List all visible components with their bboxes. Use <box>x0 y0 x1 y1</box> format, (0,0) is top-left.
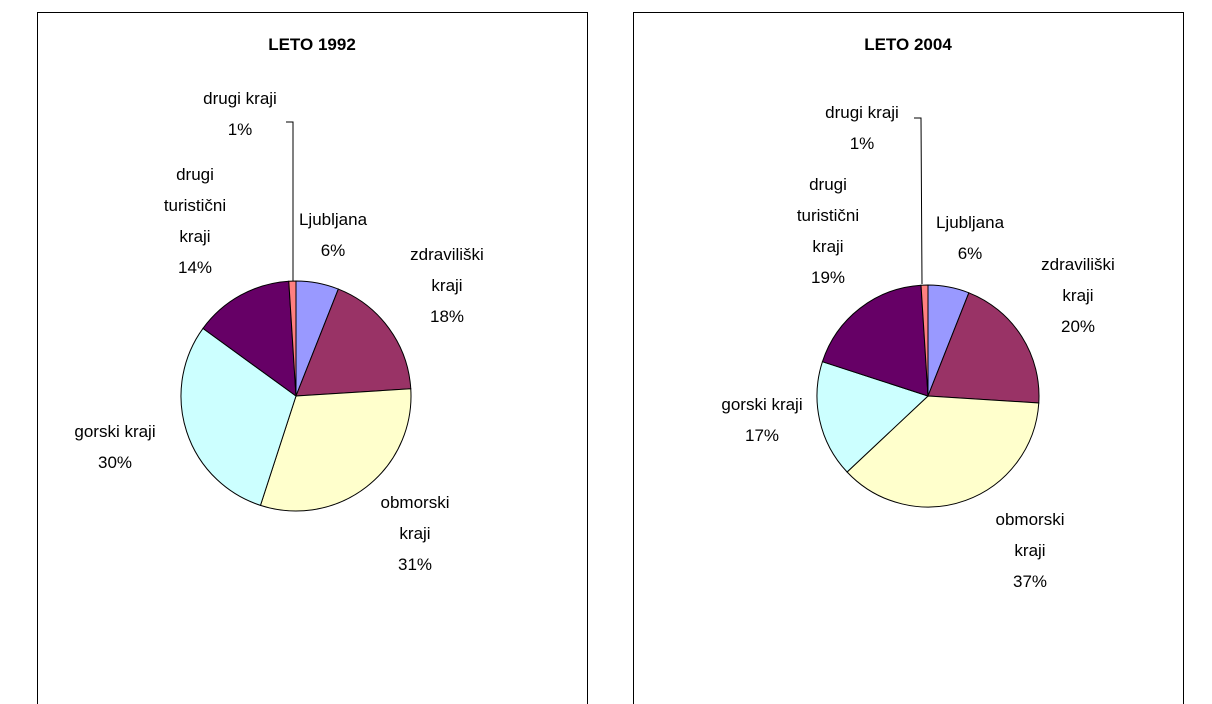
slice-value-label: 14% <box>178 258 212 277</box>
pie-slice <box>816 361 929 473</box>
leader-line <box>286 121 294 286</box>
slice-value-label: 37% <box>1013 572 1047 591</box>
slice-label: Ljubljana <box>936 213 1005 232</box>
pie-slice <box>202 280 297 398</box>
slice-label: drugi turistični kraji <box>797 175 859 256</box>
pie-slice <box>259 388 412 512</box>
slice-value-label: 31% <box>398 555 432 574</box>
chart-title: LETO 2004 <box>864 35 952 54</box>
slice-value-label: 18% <box>430 307 464 326</box>
slice-label: obmorski kraji <box>381 493 450 543</box>
pie-slice <box>927 292 1040 404</box>
slice-value-label: 30% <box>98 453 132 472</box>
slice-value-label: 17% <box>745 426 779 445</box>
pie-slice <box>288 280 297 397</box>
slice-label: drugi kraji <box>203 89 277 108</box>
pie-slice <box>821 284 929 397</box>
slice-value-label: 20% <box>1061 317 1095 336</box>
pie-slice <box>295 288 412 397</box>
slice-value-label: 1% <box>228 120 253 139</box>
pie-slice <box>846 395 1040 508</box>
slice-label: zdraviliški kraji <box>410 245 484 295</box>
pie-slice <box>180 327 297 507</box>
slice-value-label: 1% <box>850 134 875 153</box>
leader-line <box>914 117 923 285</box>
slice-label: gorski kraji <box>721 395 802 414</box>
slice-label: drugi kraji <box>825 103 899 122</box>
pie-slice <box>920 284 929 397</box>
slice-label: Ljubljana <box>299 210 368 229</box>
slice-value-label: 6% <box>958 244 983 263</box>
charts: LETO 1992 Ljubljana 6% zdraviliški kraji 18% o… <box>74 35 1114 591</box>
slice-label: obmorski kraji <box>996 510 1065 560</box>
slice-label: zdraviliški kraji <box>1041 255 1115 305</box>
slice-value-label: 19% <box>811 268 845 287</box>
slice-label: drugi turistični kraji <box>164 165 226 246</box>
slice-value-label: 6% <box>321 241 346 260</box>
slice-label: gorski kraji <box>74 422 155 441</box>
chart-title: LETO 1992 <box>268 35 356 54</box>
